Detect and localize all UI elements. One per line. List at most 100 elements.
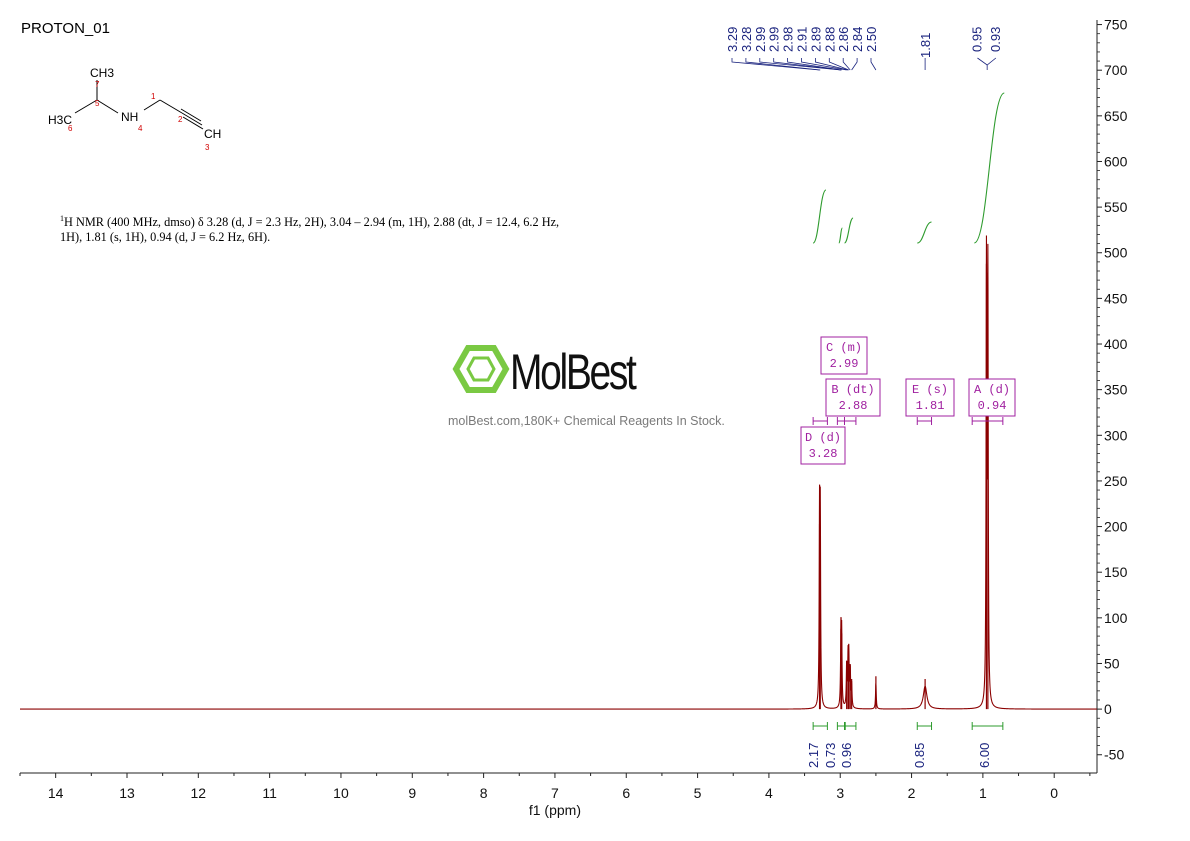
- peak-label: 2.99: [767, 27, 782, 52]
- y-tick-label: 300: [1104, 427, 1128, 443]
- y-tick-label: -50: [1104, 747, 1124, 763]
- description-line-2: 1H), 1.81 (s, 1H), 0.94 (d, J = 6.2 Hz, …: [60, 230, 271, 245]
- multiplet-box: [905, 378, 955, 417]
- x-tick-label: 7: [551, 785, 559, 801]
- integral-value: 0.96: [839, 743, 854, 768]
- y-tick-label: 650: [1104, 108, 1128, 124]
- integral-curve: [838, 227, 843, 244]
- x-tick-label: 2: [908, 785, 916, 801]
- x-tick-label: 4: [765, 785, 773, 801]
- x-tick-label: 3: [836, 785, 844, 801]
- spectrum-trace: [20, 235, 1097, 710]
- multiplet-box: [820, 336, 868, 375]
- multiplet-shift: 2.88: [839, 399, 868, 413]
- atom-number-2: 2: [178, 115, 183, 124]
- peak-label-leader: [828, 58, 849, 71]
- atom-h3c-left: H3C: [48, 113, 72, 127]
- integral-value: 0.85: [912, 743, 927, 768]
- watermark-tagline: molBest.com,180K+ Chemical Reagents In S…: [448, 414, 725, 428]
- multiplet-type: E (s): [912, 383, 948, 397]
- peak-label: 2.88: [822, 27, 837, 52]
- peak-label-leader: [815, 58, 849, 71]
- atom-number-4: 4: [138, 124, 143, 133]
- x-tick-label: 14: [48, 785, 64, 801]
- multiplet-shift: 2.99: [830, 357, 859, 371]
- multiplet-type: D (d): [805, 431, 841, 445]
- x-tick-label: 9: [408, 785, 416, 801]
- x-tick-label: 6: [622, 785, 630, 801]
- x-tick-label: 12: [191, 785, 207, 801]
- peak-label: 2.99: [753, 27, 768, 52]
- y-tick-label: 500: [1104, 245, 1128, 261]
- x-axis-label: f1 (ppm): [529, 802, 581, 818]
- atom-ch-alkyne: CH: [204, 127, 221, 141]
- peak-label-leader: [851, 58, 858, 71]
- molecular-structure: CH3 H3C NH CH 7 6 4 5 1 2 3: [48, 66, 221, 152]
- peak-label: 2.86: [836, 27, 851, 52]
- spectrum-line: [20, 235, 1097, 710]
- peak-label-leader: [977, 57, 997, 66]
- integral-curve: [917, 221, 932, 244]
- y-tick-label: 700: [1104, 62, 1128, 78]
- peak-label-leader: [870, 58, 877, 71]
- peak-label-leader: [731, 58, 820, 71]
- multiplet-shift: 0.94: [978, 399, 1007, 413]
- description-line-1: H NMR (400 MHz, dmso) δ 3.28 (d, J = 2.3…: [64, 215, 560, 230]
- multiplet-type: C (m): [826, 341, 862, 355]
- axes: 14 13 12 11 10 9 8 7 6 5 4 3 2 1 0f1 (ppm)750700650600…: [19, 17, 1128, 818]
- y-tick-label: 450: [1104, 290, 1128, 306]
- integral-curve: [843, 217, 854, 244]
- atom-number-7: 7: [95, 80, 100, 89]
- peak-label: 3.29: [725, 27, 740, 52]
- atom-number-6: 6: [68, 124, 73, 133]
- atom-number-5: 5: [95, 99, 100, 108]
- peak-label-leader: [745, 58, 821, 71]
- multiplet-type: B (dt): [831, 383, 874, 397]
- multiplet-type: A (d): [974, 383, 1010, 397]
- integral-value: 0.73: [823, 743, 838, 768]
- y-tick-label: 200: [1104, 519, 1128, 535]
- integral-curve: [973, 92, 1005, 244]
- y-tick-label: 100: [1104, 610, 1128, 626]
- peak-label: 2.50: [864, 27, 879, 52]
- atom-ch3-top: CH3: [90, 66, 114, 80]
- peak-label: 1.81: [918, 33, 933, 58]
- y-tick-label: 600: [1104, 153, 1128, 169]
- x-tick-label: 11: [262, 785, 277, 801]
- y-tick-label: 750: [1104, 17, 1128, 33]
- atom-nh: NH: [121, 110, 138, 124]
- watermark-brand: MolBest: [510, 344, 637, 400]
- x-tick-label: 10: [333, 785, 349, 801]
- atom-number-1: 1: [151, 92, 156, 101]
- peak-label: 3.28: [739, 27, 754, 52]
- multiplet-shift: 3.28: [809, 447, 838, 461]
- peak-label: 2.84: [850, 27, 865, 52]
- multiplet-box: [825, 378, 881, 417]
- x-tick-label: 13: [119, 785, 135, 801]
- multiplet-box: [800, 426, 846, 465]
- x-tick-label: 5: [694, 785, 702, 801]
- peak-label: 0.93: [988, 27, 1003, 52]
- peak-label-leader: [773, 58, 841, 71]
- nmr-description: 1H NMR (400 MHz, dmso) δ 3.28 (d, J = 2.…: [60, 211, 620, 245]
- experiment-name: PROTON_01: [21, 20, 110, 37]
- integral-curves: [812, 92, 1005, 244]
- peak-labels: 3.293.282.992.992.982.912.892.882.862.84…: [725, 27, 1003, 71]
- y-tick-label: 550: [1104, 199, 1128, 215]
- peak-label-leader: [801, 58, 847, 71]
- peak-label-leader: [759, 58, 841, 71]
- x-tick-label: 0: [1050, 785, 1058, 801]
- peak-label: 0.95: [969, 27, 984, 52]
- y-tick-label: 0: [1104, 701, 1112, 717]
- y-tick-label: 400: [1104, 336, 1128, 352]
- x-tick-label: 8: [480, 785, 488, 801]
- multiplet-shift: 1.81: [916, 399, 945, 413]
- peak-label-leader: [842, 58, 851, 71]
- y-tick-label: 50: [1104, 655, 1120, 671]
- integral-brackets: 2.17 0.73 0.96 0.85 6.00: [806, 722, 1004, 768]
- integral-value: 2.17: [806, 743, 821, 768]
- peak-label: 2.89: [808, 27, 823, 52]
- description-superscript: 1: [60, 214, 64, 223]
- integral-curve: [812, 189, 827, 244]
